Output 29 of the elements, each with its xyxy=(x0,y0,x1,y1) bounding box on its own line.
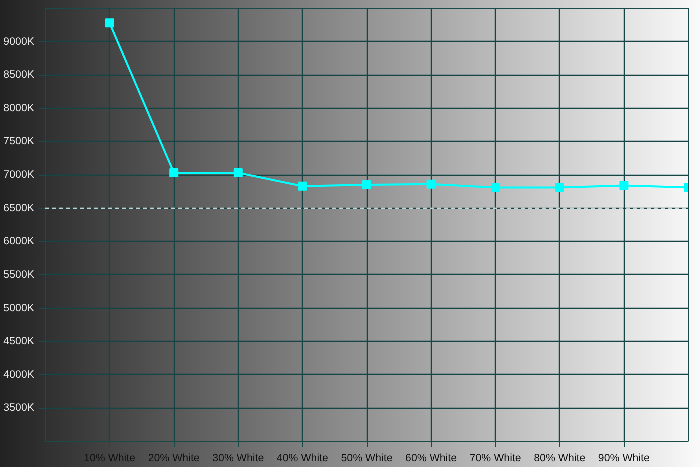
x-tick-label: 80% White xyxy=(534,452,586,464)
point xyxy=(105,18,114,28)
point xyxy=(491,183,500,192)
x-tick-label: 30% White xyxy=(212,452,264,464)
y-tick-label: 5500K xyxy=(4,268,35,281)
y-tick-label: 6000K xyxy=(4,236,35,248)
point xyxy=(170,168,179,178)
point xyxy=(426,180,436,189)
x-tick-label: 50% White xyxy=(341,452,393,464)
y-tick-label: 8500K xyxy=(4,69,35,82)
point xyxy=(298,182,308,191)
point xyxy=(362,180,372,190)
point xyxy=(555,183,564,192)
point xyxy=(234,168,243,178)
y-tick-label: 7000K xyxy=(4,169,35,182)
y-tick-label: 8000K xyxy=(4,102,35,114)
point xyxy=(620,181,629,190)
x-tick-label: 20% White xyxy=(148,452,200,464)
x-tick-label: 40% White xyxy=(276,452,329,464)
y-tick-label: 4000K xyxy=(4,368,35,381)
x-tick-label: 90% White xyxy=(598,452,650,464)
y-tick-label: 3500K xyxy=(4,402,35,414)
y-tick-label: 6500K xyxy=(4,202,35,214)
y-tick-label: 5000K xyxy=(4,302,35,314)
y-tick-label: 4500K xyxy=(4,336,35,348)
x-tick-label: 70% White xyxy=(470,452,522,464)
x-tick-label: 60% White xyxy=(406,452,458,464)
y-tick-label: 9000K xyxy=(4,36,35,48)
y-tick-label: 7500K xyxy=(4,136,35,148)
